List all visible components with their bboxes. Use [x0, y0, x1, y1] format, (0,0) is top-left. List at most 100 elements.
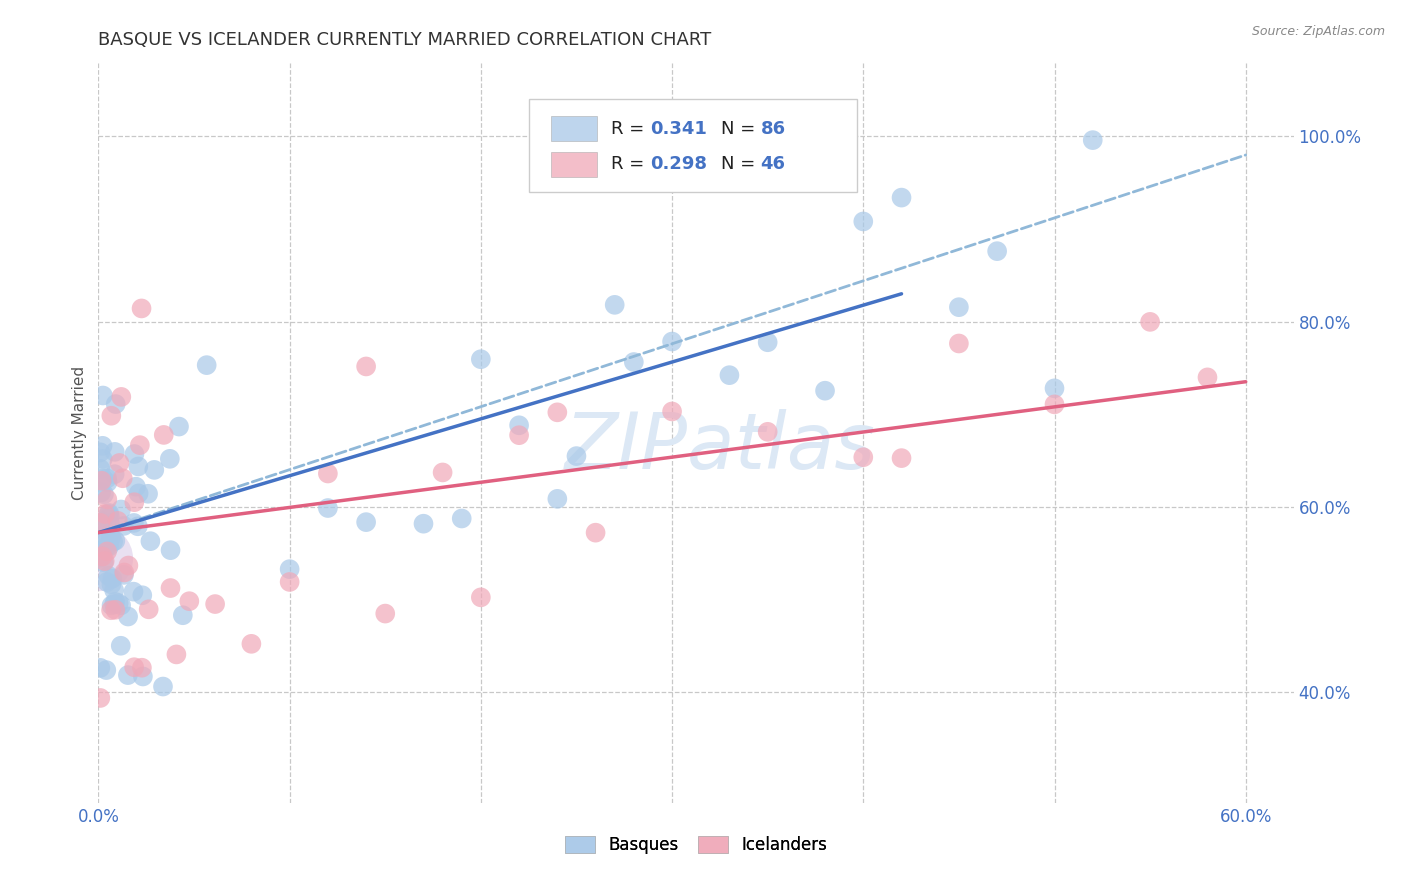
Point [89, 445, 111, 459]
Point [316, 467, 339, 481]
Point [96, 471, 118, 485]
Text: BASQUE VS ICELANDER CURRENTLY MARRIED CORRELATION CHART: BASQUE VS ICELANDER CURRENTLY MARRIED CO… [98, 31, 711, 49]
Text: N =: N = [721, 155, 761, 173]
Point [104, 603, 127, 617]
Text: 86: 86 [761, 120, 786, 137]
Point [131, 588, 153, 602]
Point [470, 591, 492, 605]
Point [756, 425, 779, 439]
Point [93, 555, 115, 569]
Point [132, 669, 155, 683]
Point [89, 533, 111, 547]
Point [128, 438, 150, 452]
Point [90, 485, 112, 500]
Point [354, 515, 377, 529]
Point [470, 352, 492, 367]
Point [278, 562, 301, 576]
Point [90, 474, 112, 488]
Legend: Basques, Icelanders: Basques, Icelanders [558, 830, 834, 861]
Point [98, 509, 121, 524]
Point [546, 491, 568, 506]
Point [93, 487, 115, 501]
Point [98, 506, 121, 520]
Point [117, 558, 139, 573]
Point [94, 507, 117, 521]
Point [91, 439, 114, 453]
Point [127, 459, 149, 474]
Point [1081, 133, 1104, 147]
Point [93, 554, 115, 568]
Point [661, 334, 683, 349]
Point [104, 595, 127, 609]
Point [508, 418, 530, 433]
Point [122, 660, 145, 674]
Point [986, 244, 1008, 259]
Point [432, 466, 454, 480]
Point [101, 534, 124, 549]
FancyBboxPatch shape [529, 99, 858, 192]
Point [98, 516, 121, 530]
Point [122, 584, 145, 599]
Point [948, 336, 970, 351]
Point [103, 583, 125, 598]
Point [89, 690, 111, 705]
Text: 0.341: 0.341 [651, 120, 707, 137]
Point [110, 599, 132, 613]
Point [124, 447, 146, 461]
Point [89, 550, 111, 565]
Point [104, 467, 127, 482]
Point [89, 517, 111, 532]
Point [354, 359, 377, 374]
Point [117, 668, 139, 682]
Point [131, 661, 153, 675]
Point [91, 471, 114, 485]
Point [112, 566, 135, 580]
Point [112, 568, 135, 582]
Text: ZIPatlas: ZIPatlas [564, 409, 876, 485]
Point [1139, 315, 1161, 329]
Point [585, 525, 607, 540]
Point [91, 452, 114, 467]
Bar [551, 152, 596, 178]
Point [179, 594, 201, 608]
Point [172, 608, 194, 623]
Text: R =: R = [612, 155, 650, 173]
Point [814, 384, 837, 398]
Point [204, 597, 226, 611]
Point [718, 368, 741, 383]
Point [101, 572, 124, 586]
Point [100, 531, 122, 545]
Point [89, 550, 111, 565]
Point [91, 388, 114, 402]
Point [661, 404, 683, 418]
Point [167, 419, 190, 434]
Point [124, 495, 146, 509]
Point [107, 514, 129, 528]
Point [89, 462, 111, 476]
Point [948, 300, 970, 314]
Point [100, 599, 122, 613]
Text: Source: ZipAtlas.com: Source: ZipAtlas.com [1251, 25, 1385, 38]
Point [110, 639, 132, 653]
Point [890, 191, 912, 205]
Point [127, 519, 149, 533]
Point [165, 648, 187, 662]
Point [450, 511, 472, 525]
Point [1043, 397, 1066, 411]
Point [98, 540, 121, 554]
Point [96, 574, 118, 589]
Point [565, 449, 588, 463]
Point [108, 456, 131, 470]
Y-axis label: Currently Married: Currently Married [72, 366, 87, 500]
Point [756, 335, 779, 350]
Point [508, 428, 530, 442]
Point [96, 663, 118, 677]
Point [316, 501, 339, 516]
Point [100, 577, 122, 591]
Point [112, 519, 135, 533]
Point [374, 607, 396, 621]
Point [852, 450, 875, 465]
Point [97, 475, 120, 490]
Point [104, 445, 127, 459]
Point [195, 358, 218, 372]
